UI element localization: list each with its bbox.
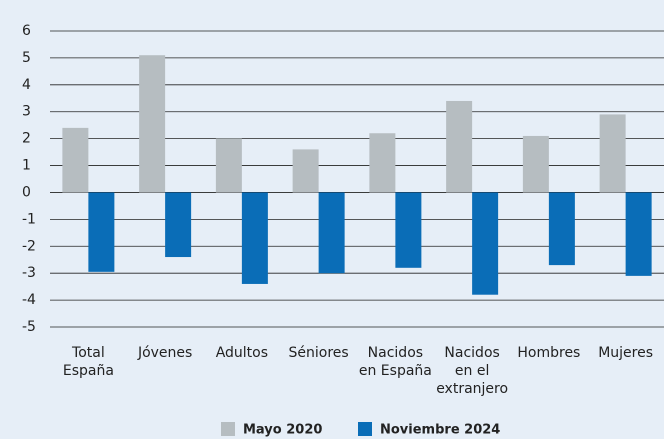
legend-label: Mayo 2020 [243, 423, 322, 438]
x-tick-label: Nacidos en España [359, 345, 432, 379]
bar [62, 127, 89, 193]
x-tick-label: Séniores [289, 345, 349, 361]
y-tick-label: -3 [22, 265, 36, 281]
x-tick-label: Total España [63, 345, 114, 379]
y-tick-label: 0 [22, 184, 31, 200]
bar [446, 100, 473, 193]
legend-swatch [221, 422, 235, 436]
bar [165, 192, 192, 258]
y-tick-label: -5 [22, 319, 36, 335]
x-tick-label: Mujeres [598, 345, 653, 361]
bar [241, 192, 268, 284]
bar [318, 192, 345, 274]
y-tick-label: -4 [22, 292, 36, 308]
y-tick-label: 1 [22, 158, 31, 174]
bar [369, 133, 396, 193]
bar [215, 138, 242, 193]
x-tick-label: Adultos [216, 345, 268, 361]
bar [599, 114, 626, 193]
y-tick-label: -1 [22, 211, 36, 227]
bar [292, 149, 319, 193]
x-tick-label: Nacidos en el extranjero [436, 345, 508, 397]
bar [88, 192, 115, 272]
bar [522, 135, 549, 193]
x-tick-label: Hombres [517, 345, 580, 361]
bar [625, 192, 652, 276]
y-tick-label: -2 [22, 238, 36, 254]
y-tick-label: 2 [22, 131, 31, 147]
bar [139, 55, 166, 193]
bar [472, 192, 499, 295]
y-tick-label: 4 [22, 77, 31, 93]
y-tick-label: 6 [22, 23, 31, 39]
y-tick-label: 3 [22, 104, 31, 120]
legend-label: Noviembre 2024 [380, 423, 500, 438]
x-tick-label: Jóvenes [137, 345, 192, 361]
bar [395, 192, 422, 268]
bar [548, 192, 575, 266]
legend-swatch [358, 422, 372, 436]
y-tick-label: 5 [22, 50, 31, 66]
